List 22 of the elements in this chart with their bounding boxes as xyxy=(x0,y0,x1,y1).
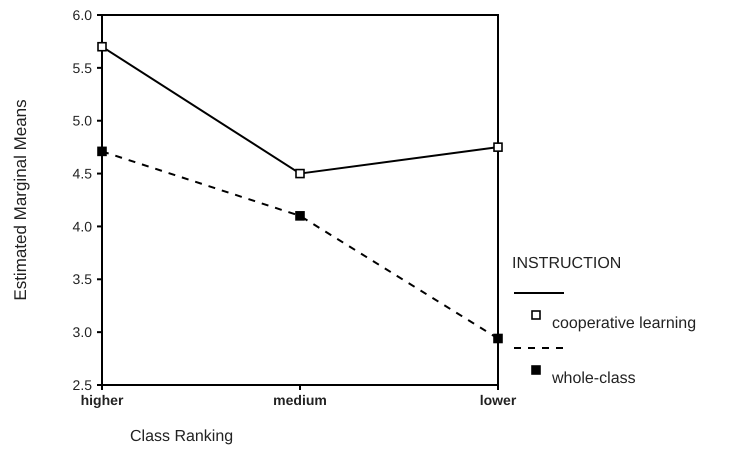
y-tick-label: 6.0 xyxy=(72,6,92,23)
legend-label: cooperative learning xyxy=(552,315,696,332)
y-axis-title: Estimated Marginal Means xyxy=(11,99,30,301)
y-tick-label: 3.0 xyxy=(72,324,92,340)
legend-title: INSTRUCTION xyxy=(512,255,622,272)
y-tick-label: 3.5 xyxy=(72,271,92,288)
point xyxy=(295,168,305,178)
point xyxy=(493,142,503,152)
y-tick-label: 5.5 xyxy=(72,60,92,76)
point xyxy=(295,211,305,221)
legend-label: whole-class xyxy=(551,370,636,387)
y-tick-label: 4.5 xyxy=(72,165,92,182)
point xyxy=(97,42,107,52)
y-tick-label: 2.5 xyxy=(72,376,92,393)
y-tick-label: 5.0 xyxy=(72,112,92,129)
point xyxy=(493,334,503,344)
x-tick-label: lower xyxy=(480,392,517,408)
point xyxy=(97,146,107,156)
x-tick-label: medium xyxy=(273,392,327,408)
x-tick-label: higher xyxy=(80,392,124,408)
y-tick-label: 4.0 xyxy=(72,218,92,234)
x-axis-title: Class Ranking xyxy=(130,428,234,445)
